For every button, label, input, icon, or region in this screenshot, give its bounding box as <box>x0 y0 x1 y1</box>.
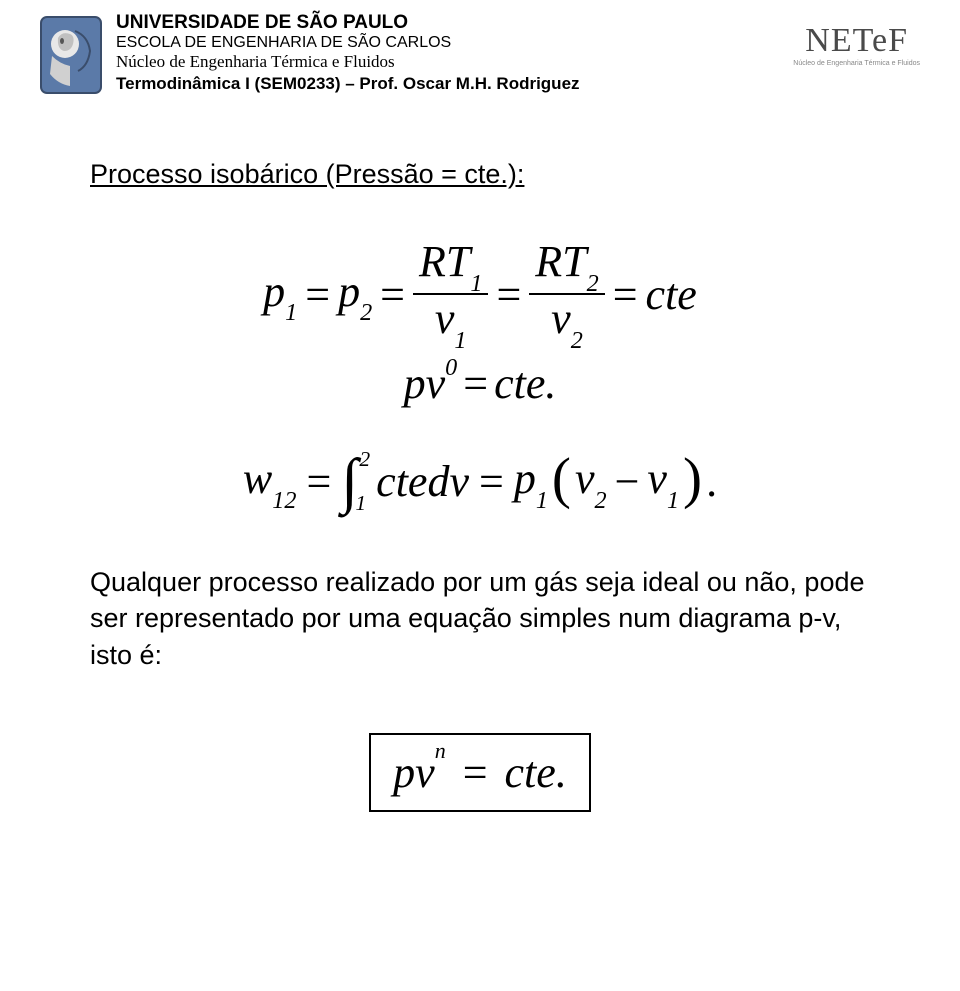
boxed-equation: pvn = cte. <box>369 733 591 812</box>
eq3-integral-icon: ∫ 2 1 <box>341 451 358 513</box>
eq1-p2: p2 <box>338 266 372 323</box>
university-logo-icon <box>40 16 102 99</box>
eq3-equals-2: = <box>479 456 504 507</box>
eq3-equals-1: = <box>306 456 331 507</box>
eq2-cte: cte. <box>494 358 556 409</box>
equation-2: pv0 = cte. <box>90 358 870 409</box>
page-content: Processo isobárico (Pressão = cte.): p1 … <box>0 99 960 812</box>
university-name: UNIVERSIDADE DE SÃO PAULO <box>116 12 779 34</box>
eq3-minus: − <box>615 456 640 507</box>
eq1-p1: p1 <box>263 266 297 323</box>
equation-1: p1 = p2 = RT1 v1 = RT2 v2 = cte <box>90 240 870 348</box>
netef-logo-subtitle: Núcleo de Engenharia Térmica e Fluidos <box>793 60 920 67</box>
header-text-block: UNIVERSIDADE DE SÃO PAULO ESCOLA DE ENGE… <box>116 12 779 94</box>
equation-3: w12 = ∫ 2 1 ctedv = p1 ( v2 − v1 ) . <box>90 449 870 514</box>
eq3-dot: . <box>706 456 717 507</box>
eq1-equals-3: = <box>496 269 521 320</box>
eq1-equals-1: = <box>305 269 330 320</box>
school-name: ESCOLA DE ENGENHARIA DE SÃO CARLOS <box>116 34 779 52</box>
page-header: UNIVERSIDADE DE SÃO PAULO ESCOLA DE ENGE… <box>0 0 960 99</box>
eq3-w: w12 <box>243 453 297 510</box>
eq2-equals: = <box>463 358 488 409</box>
netef-logo-text: NETeF <box>793 22 920 60</box>
eq1-equals-4: = <box>613 269 638 320</box>
eq3-v2: v2 <box>575 453 607 510</box>
netef-logo-icon: NETeF Núcleo de Engenharia Térmica e Flu… <box>793 22 920 67</box>
boxed-equation-wrap: pvn = cte. <box>90 733 870 812</box>
course-name: Termodinâmica I (SEM0233) – Prof. Oscar … <box>116 74 779 94</box>
eq3-rparen: ) <box>683 446 702 511</box>
section-title: Processo isobárico (Pressão = cte.): <box>90 159 870 190</box>
body-paragraph: Qualquer processo realizado por um gás s… <box>90 564 870 673</box>
eq3-ctedv: ctedv <box>376 456 469 507</box>
eq3-v1: v1 <box>647 453 679 510</box>
eq1-frac-2: RT2 v2 <box>529 240 604 348</box>
nucleo-name: Núcleo de Engenharia Térmica e Fluidos <box>116 52 779 72</box>
eq1-cte: cte <box>646 269 697 320</box>
eq3-lparen: ( <box>552 446 571 511</box>
equation-block: p1 = p2 = RT1 v1 = RT2 v2 = cte pv0 = ct… <box>90 240 870 514</box>
eq1-equals-2: = <box>380 269 405 320</box>
eq1-frac-1: RT1 v1 <box>413 240 488 348</box>
eq3-p1: p1 <box>514 453 548 510</box>
eq2-pv: pv0 <box>404 358 458 409</box>
